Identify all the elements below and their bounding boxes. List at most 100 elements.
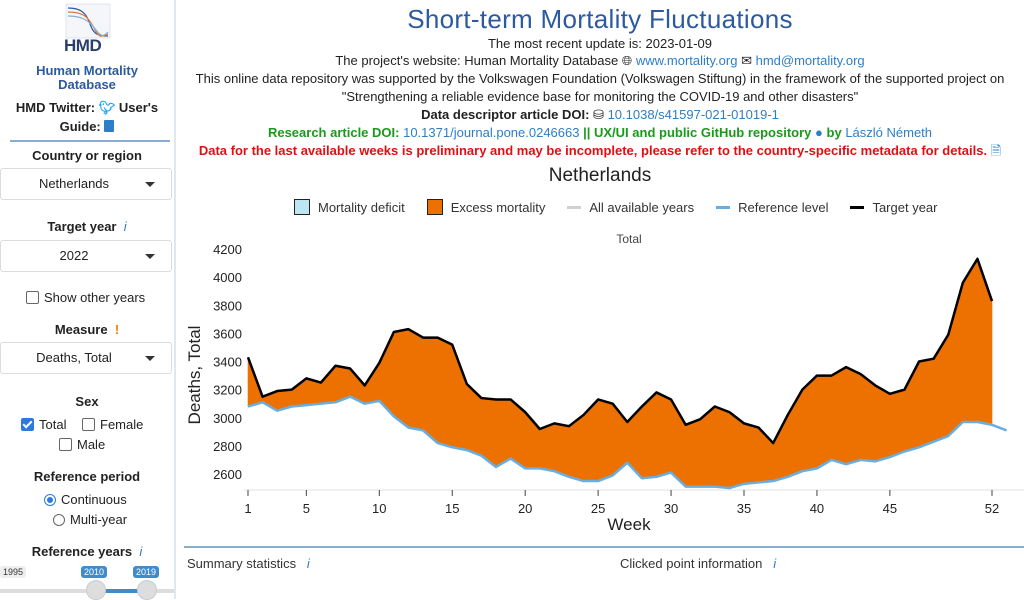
info-icon[interactable]: i (306, 556, 310, 571)
descriptor-doi-link[interactable]: 10.1038/s41597-021-01019-1 (607, 107, 779, 122)
target-year-point[interactable] (625, 420, 629, 424)
github-icon[interactable]: ● (815, 125, 823, 140)
target-year-point[interactable] (727, 410, 731, 414)
target-year-point[interactable] (348, 367, 352, 371)
target-year-point[interactable] (844, 365, 848, 369)
measure-select[interactable]: Deaths, Total (0, 342, 172, 374)
target-year-point[interactable] (830, 374, 834, 378)
target-year-point[interactable] (917, 360, 921, 364)
legend-item-target-year[interactable]: Target year (850, 200, 938, 215)
target-year-line[interactable] (246, 257, 994, 445)
target-year-point[interactable] (275, 389, 279, 393)
target-year-point[interactable] (304, 376, 308, 380)
sex-female-label: Female (100, 417, 144, 432)
target-year-point[interactable] (786, 413, 790, 417)
target-year-point[interactable] (990, 299, 994, 303)
target-year-point[interactable] (713, 405, 717, 409)
target-year-point[interactable] (465, 382, 469, 386)
slider-handle-to[interactable] (137, 580, 157, 600)
checkbox-icon[interactable] (82, 418, 95, 431)
target-year-point[interactable] (377, 361, 381, 365)
reference-level-line[interactable] (247, 395, 1008, 490)
radio-selected-icon[interactable] (44, 493, 56, 506)
book-icon[interactable] (104, 120, 115, 132)
users-guide-label-2[interactable]: Guide: (59, 119, 101, 134)
sex-male-checkbox[interactable]: Male (59, 437, 105, 452)
target-year-point[interactable] (392, 330, 396, 334)
warning-icon[interactable]: ! (114, 322, 120, 337)
target-year-point[interactable] (261, 395, 265, 399)
target-year-point[interactable] (363, 383, 367, 387)
target-year-point[interactable] (509, 397, 513, 401)
target-year-point[interactable] (757, 426, 761, 430)
legend-line (850, 205, 865, 209)
legend-item-reference-level[interactable]: Reference level (716, 200, 828, 215)
target-year-point[interactable] (450, 343, 454, 347)
research-doi-link[interactable]: 10.1371/journal.pone.0246663 (403, 125, 580, 140)
legend-item-excess-mortality[interactable]: Excess mortality (426, 199, 545, 215)
reference-continuous-radio[interactable]: Continuous (44, 492, 127, 507)
target-year-point[interactable] (582, 413, 586, 417)
target-year-select[interactable]: 2022 (0, 240, 172, 272)
research-label: Research article DOI: (267, 125, 400, 140)
target-year-point[interactable] (436, 336, 440, 340)
target-year-point[interactable] (538, 427, 542, 431)
slider-handle-from[interactable] (86, 580, 106, 600)
legend-item-all-available-years[interactable]: All available years (567, 200, 694, 215)
target-year-point[interactable] (654, 390, 658, 394)
target-year-point[interactable] (596, 397, 600, 401)
legend-item-mortality-deficit[interactable]: Mortality deficit (294, 199, 405, 215)
sex-female-checkbox[interactable]: Female (82, 417, 143, 432)
reference-multiyear-radio[interactable]: Multi-year (53, 512, 127, 527)
target-year-point[interactable] (552, 421, 556, 425)
target-year-point[interactable] (888, 392, 892, 396)
checkbox-icon[interactable] (26, 291, 39, 304)
target-year-point[interactable] (684, 423, 688, 427)
target-year-point[interactable] (669, 397, 673, 401)
checkbox-icon[interactable] (59, 438, 72, 451)
target-year-point[interactable] (421, 336, 425, 340)
target-year-point[interactable] (932, 357, 936, 361)
target-year-point[interactable] (334, 364, 338, 368)
twitter-label[interactable]: HMD Twitter: (15, 100, 96, 115)
info-icon[interactable]: i (773, 556, 777, 571)
radio-icon[interactable] (53, 513, 65, 526)
target-year-point[interactable] (975, 257, 979, 261)
users-guide-label-1[interactable]: User's (118, 100, 159, 115)
target-year-point[interactable] (873, 383, 877, 387)
country-select[interactable]: Netherlands (0, 168, 172, 200)
checkbox-checked-icon[interactable] (21, 418, 34, 431)
target-year-point[interactable] (319, 381, 323, 385)
target-year-point[interactable] (290, 388, 294, 392)
target-year-point[interactable] (771, 441, 775, 445)
target-year-point[interactable] (961, 281, 965, 285)
reference-period-label: Reference period (33, 469, 141, 484)
target-year-point[interactable] (946, 333, 950, 337)
target-year-point[interactable] (494, 397, 498, 401)
target-year-point[interactable] (742, 421, 746, 425)
target-year-point[interactable] (698, 417, 702, 421)
target-year-point[interactable] (815, 374, 819, 378)
target-year-point[interactable] (567, 424, 571, 428)
file-icon[interactable]: 🗎︎ (990, 143, 1002, 158)
twitter-icon[interactable]: 🐦︎ (98, 100, 116, 115)
target-year-point[interactable] (406, 327, 410, 331)
excess-mortality-area (656, 391, 672, 478)
target-year-point[interactable] (800, 388, 804, 392)
info-icon[interactable]: i (123, 219, 127, 234)
target-year-point[interactable] (859, 372, 863, 376)
reference-years-slider-range[interactable] (95, 589, 147, 593)
website-link[interactable]: www.mortality.org (635, 53, 738, 68)
email-link[interactable]: hmd@mortality.org (755, 53, 865, 68)
target-year-point[interactable] (479, 396, 483, 400)
sex-total-checkbox[interactable]: Total (21, 417, 66, 432)
target-year-point[interactable] (246, 355, 250, 359)
info-icon[interactable]: i (139, 544, 143, 559)
target-year-point[interactable] (523, 410, 527, 414)
target-year-point[interactable] (640, 405, 644, 409)
show-other-years-checkbox[interactable]: Show other years (26, 290, 145, 305)
target-year-point[interactable] (902, 388, 906, 392)
target-year-point[interactable] (611, 402, 615, 406)
author-link[interactable]: László Németh (845, 125, 933, 140)
